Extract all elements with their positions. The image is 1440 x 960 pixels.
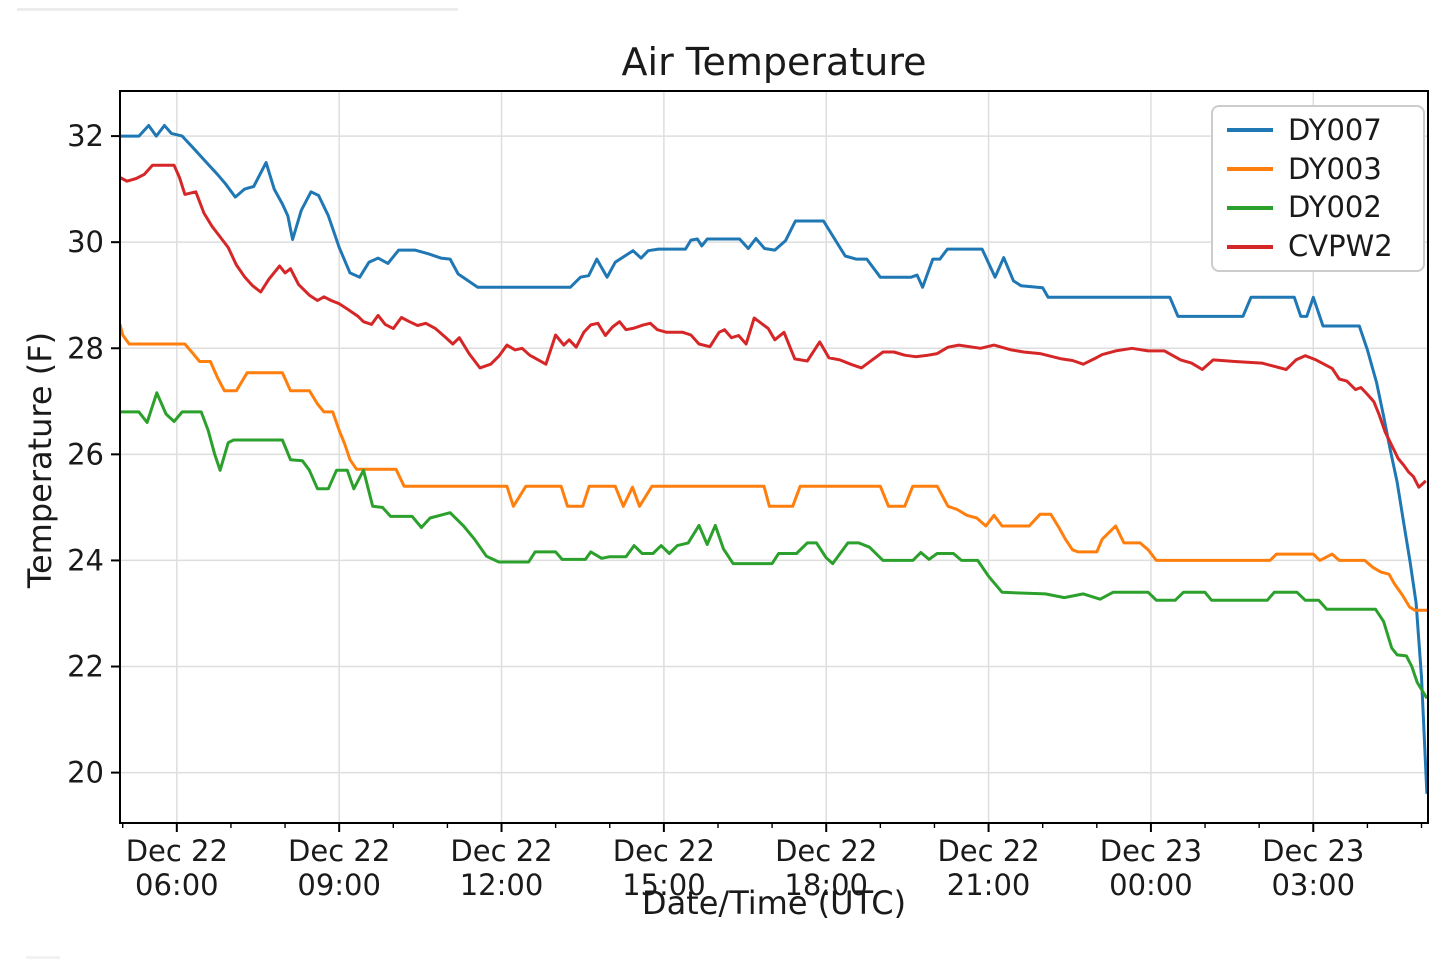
x-tick-label: Dec 23 03:00 — [1262, 834, 1364, 902]
x-tick-label: Dec 22 21:00 — [937, 834, 1039, 902]
y-tick-label: 30 — [67, 225, 104, 259]
y-axis-label: Temperature (F) — [21, 331, 59, 589]
y-tick-label: 24 — [67, 543, 104, 577]
legend-line-swatch-dy007 — [1227, 128, 1273, 133]
legend-item-dy002: DY002 — [1213, 193, 1423, 222]
y-tick-label: 28 — [67, 331, 104, 365]
x-tick-label: Dec 22 18:00 — [775, 834, 877, 902]
legend-item-cvpw2: CVPW2 — [1213, 232, 1423, 261]
legend-label-cvpw2: CVPW2 — [1288, 229, 1393, 264]
x-tick-labels: Dec 22 06:00 Dec 22 09:00 Dec 22 12:00 Dec 22 1… — [126, 834, 1365, 902]
series-line-dy003 — [120, 324, 1428, 612]
series-line-dy002 — [120, 391, 1428, 700]
legend-item-dy003: DY003 — [1213, 151, 1423, 186]
gridlines — [120, 91, 1428, 823]
series-line-cvpw2 — [120, 163, 1427, 489]
tick-marks — [111, 135, 1423, 832]
y-tick-label: 26 — [67, 437, 104, 471]
legend-label-dy003: DY003 — [1288, 151, 1382, 186]
window-artifact-bar — [17, 8, 458, 11]
y-tick-label: 32 — [67, 119, 104, 153]
x-tick-label: Dec 22 09:00 — [288, 834, 390, 902]
x-axis-label: Date/Time (UTC) — [641, 884, 907, 922]
chart-title: Air Temperature — [621, 40, 927, 84]
plot-border — [119, 90, 1429, 824]
x-tick-label: Dec 23 00:00 — [1100, 834, 1202, 902]
x-tick-label: Dec 22 15:00 — [613, 834, 715, 902]
series-line-dy007 — [120, 124, 1428, 794]
y-tick-label: 22 — [67, 650, 104, 684]
legend-line-swatch-dy003 — [1227, 167, 1273, 172]
x-tick-label: Dec 22 06:00 — [126, 834, 228, 902]
legend-line-swatch-dy002 — [1227, 205, 1273, 210]
legend: DY007 DY003 DY002 CVPW2 — [1211, 105, 1425, 272]
legend-label-dy002: DY002 — [1288, 190, 1382, 225]
legend-label-dy007: DY007 — [1288, 112, 1382, 147]
legend-line-swatch-cvpw2 — [1227, 244, 1273, 249]
legend-item-dy007: DY007 — [1213, 112, 1423, 147]
bottom-left-artifact — [26, 956, 60, 959]
x-tick-label: Dec 22 12:00 — [450, 834, 552, 902]
y-tick-labels: 20 22 24 26 28 30 32 — [67, 119, 104, 790]
y-tick-label: 20 — [67, 756, 104, 790]
